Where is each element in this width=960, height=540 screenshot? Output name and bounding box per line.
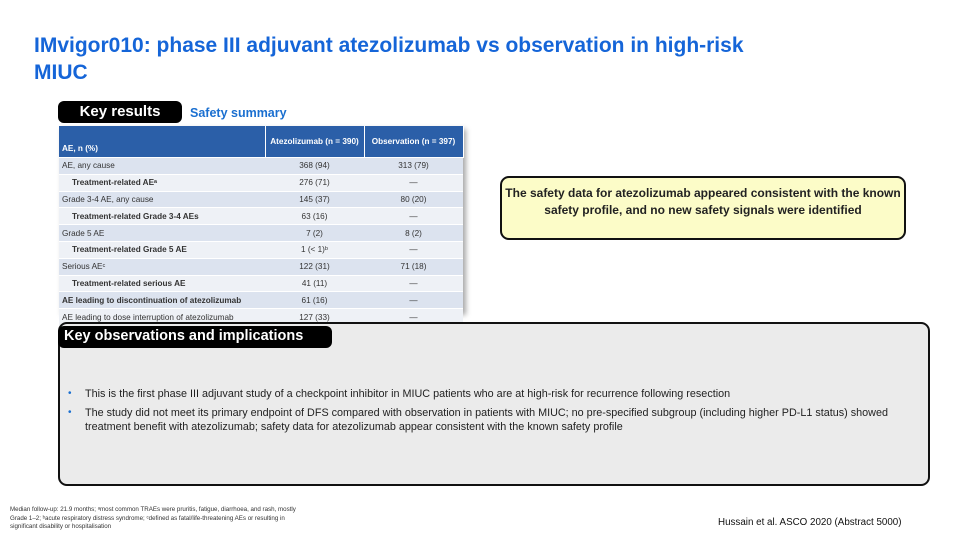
observation-value: — xyxy=(364,173,463,192)
atezolizumab-value: 127 (33) xyxy=(265,308,364,325)
atezolizumab-value: 122 (31) xyxy=(265,257,364,276)
row-label: Treatment-related serious AE xyxy=(59,274,265,292)
observation-value: — xyxy=(364,291,463,309)
atezolizumab-value: 41 (11) xyxy=(265,274,364,292)
row-label: Treatment-related Grade 3-4 AEs xyxy=(59,207,265,225)
slide-title: IMvigor010: phase III adjuvant atezolizu… xyxy=(34,34,744,84)
table-row: Treatment-related serious AE 41 (11) — xyxy=(59,274,463,292)
observation-value: 8 (2) xyxy=(364,224,463,242)
table-header-row: AE, n (%) Atezolizumab (n = 390) Observa… xyxy=(59,126,464,158)
table-row: Treatment-related Grade 5 AE 1 (< 1)ᵇ — xyxy=(59,240,463,259)
table-row: Serious AEᶜ 122 (31) 71 (18) xyxy=(59,257,463,276)
table-row: Treatment-related AEᵃ 276 (71) — xyxy=(59,173,463,192)
observations-box xyxy=(58,322,930,486)
atezolizumab-value: 63 (16) xyxy=(265,207,364,225)
safety-callout: The safety data for atezolizumab appeare… xyxy=(500,176,906,240)
key-results-label: Key results xyxy=(58,101,182,123)
header-atezolizumab: Atezolizumab (n = 390) xyxy=(265,126,365,158)
table-row: Grade 5 AE 7 (2) 8 (2) xyxy=(59,224,463,242)
list-item: • This is the first phase III adjuvant st… xyxy=(68,387,908,401)
row-label: Serious AEᶜ xyxy=(59,257,265,276)
atezolizumab-value: 145 (37) xyxy=(265,190,364,208)
observation-value: — xyxy=(364,274,463,292)
table-row: Treatment-related Grade 3-4 AEs 63 (16) — xyxy=(59,207,463,225)
observations-list: • This is the first phase III adjuvant st… xyxy=(68,387,908,439)
safety-table: AE, n (%) Atezolizumab (n = 390) Observa… xyxy=(59,126,464,325)
observation-value: 71 (18) xyxy=(364,257,463,276)
atezolizumab-value: 7 (2) xyxy=(265,224,364,242)
bullet-text: This is the first phase III adjuvant stu… xyxy=(85,388,731,400)
atezolizumab-value: 368 (94) xyxy=(265,157,364,175)
row-label: AE, any cause xyxy=(59,157,265,175)
row-label: Treatment-related AEᵃ xyxy=(59,173,265,192)
observation-value: 313 (79) xyxy=(364,157,463,175)
atezolizumab-value: 61 (16) xyxy=(265,291,364,309)
table-row: AE leading to discontinuation of atezoli… xyxy=(59,291,463,309)
table-row: AE leading to dose interruption of atezo… xyxy=(59,308,463,325)
row-label: Grade 5 AE xyxy=(59,224,265,242)
observation-value: — xyxy=(364,308,463,325)
citation: Hussain et al. ASCO 2020 (Abstract 5000) xyxy=(718,517,902,528)
observation-value: — xyxy=(364,240,463,259)
bullet-text: The study did not meet its primary endpo… xyxy=(85,407,888,433)
bullet-icon: • xyxy=(68,388,72,399)
bullet-icon: • xyxy=(68,407,72,418)
table-body: AE, any cause 368 (94) 313 (79) Treatment-r… xyxy=(59,157,463,325)
list-item: • The study did not meet its primary endp… xyxy=(68,406,908,434)
observation-value: — xyxy=(364,207,463,225)
footnote: Median follow-up: 21.9 months; ᵃmost com… xyxy=(10,506,296,531)
header-ae: AE, n (%) xyxy=(59,126,266,158)
observations-heading: Key observations and implications xyxy=(58,326,332,348)
table-row: Grade 3-4 AE, any cause 145 (37) 80 (20) xyxy=(59,190,463,208)
row-label: Grade 3-4 AE, any cause xyxy=(59,190,265,208)
observation-value: 80 (20) xyxy=(364,190,463,208)
safety-summary-label: Safety summary xyxy=(190,106,287,120)
row-label: AE leading to dose interruption of atezo… xyxy=(59,308,265,325)
table-row: AE, any cause 368 (94) 313 (79) xyxy=(59,157,463,175)
header-observation: Observation (n = 397) xyxy=(364,126,464,158)
row-label: AE leading to discontinuation of atezoli… xyxy=(59,291,265,309)
atezolizumab-value: 276 (71) xyxy=(265,173,364,192)
row-label: Treatment-related Grade 5 AE xyxy=(59,240,265,259)
atezolizumab-value: 1 (< 1)ᵇ xyxy=(265,240,364,259)
